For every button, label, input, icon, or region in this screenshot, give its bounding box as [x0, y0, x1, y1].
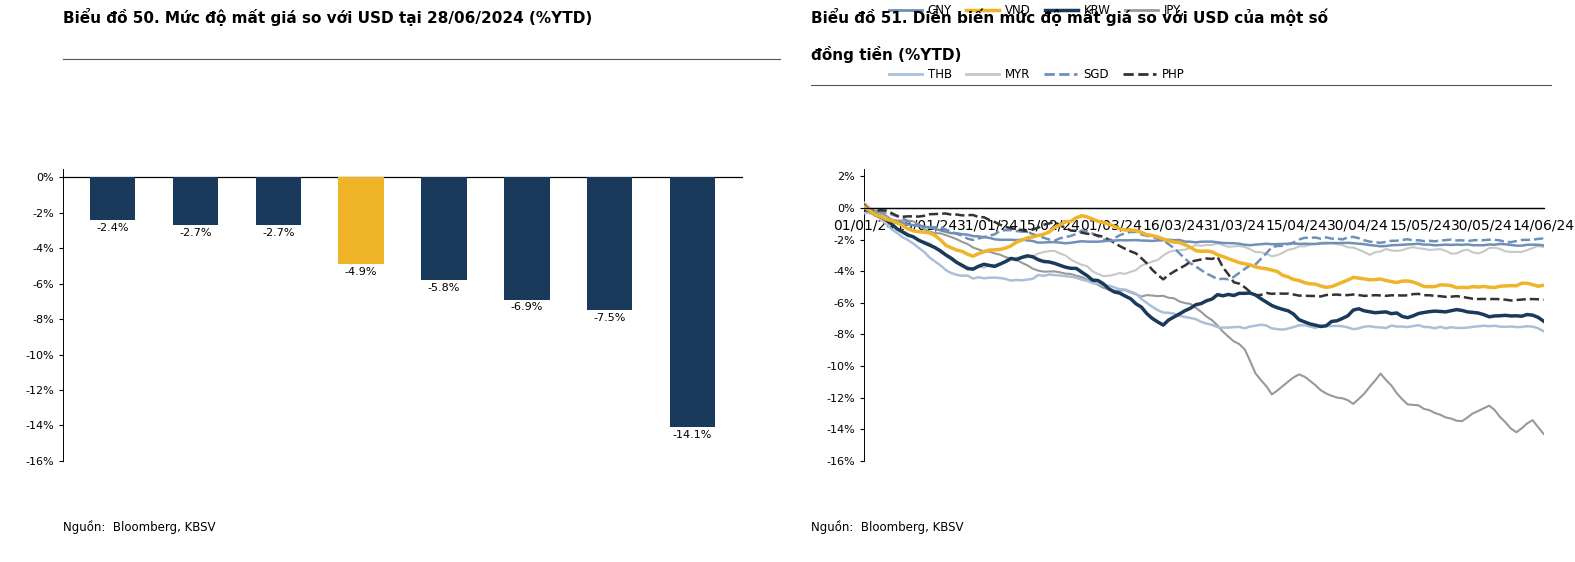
Bar [421, 178, 466, 280]
Text: -2.7%: -2.7% [180, 228, 211, 238]
Text: -14.1%: -14.1% [673, 430, 712, 440]
Text: -7.5%: -7.5% [594, 313, 625, 323]
Text: -2.4%: -2.4% [96, 223, 129, 233]
Bar [339, 178, 384, 264]
Bar [173, 178, 219, 225]
Bar [669, 178, 715, 427]
Text: -4.9%: -4.9% [345, 267, 378, 277]
Text: Nguồn:  Bloomberg, KBSV: Nguồn: Bloomberg, KBSV [63, 520, 216, 534]
Text: đồng tiền (%YTD): đồng tiền (%YTD) [811, 46, 961, 63]
Text: -6.9%: -6.9% [510, 302, 543, 312]
Text: Biểu đồ 51. Diễn biến mức độ mất giá so với USD của một số: Biểu đồ 51. Diễn biến mức độ mất giá so … [811, 8, 1328, 26]
Text: Biểu đồ 50. Mức độ mất giá so với USD tại 28/06/2024 (%YTD): Biểu đồ 50. Mức độ mất giá so với USD tạ… [63, 8, 592, 26]
Bar [90, 178, 135, 220]
Bar [587, 178, 633, 310]
Text: -2.7%: -2.7% [261, 228, 295, 238]
Legend: THB, MYR, SGD, PHP: THB, MYR, SGD, PHP [884, 64, 1189, 86]
Text: -5.8%: -5.8% [428, 283, 460, 293]
Bar [504, 178, 550, 300]
Bar [255, 178, 301, 225]
Text: Nguồn:  Bloomberg, KBSV: Nguồn: Bloomberg, KBSV [811, 520, 964, 534]
